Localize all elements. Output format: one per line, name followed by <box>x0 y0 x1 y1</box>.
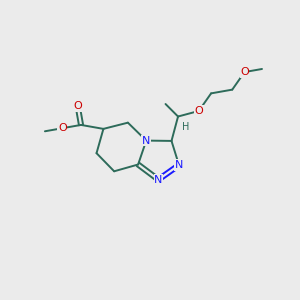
Text: O: O <box>58 123 67 133</box>
Text: H: H <box>182 122 189 132</box>
Text: O: O <box>73 101 82 111</box>
Text: O: O <box>194 106 203 116</box>
Text: N: N <box>175 160 183 170</box>
Text: N: N <box>154 175 163 184</box>
Text: N: N <box>142 136 150 146</box>
Text: O: O <box>240 67 249 77</box>
